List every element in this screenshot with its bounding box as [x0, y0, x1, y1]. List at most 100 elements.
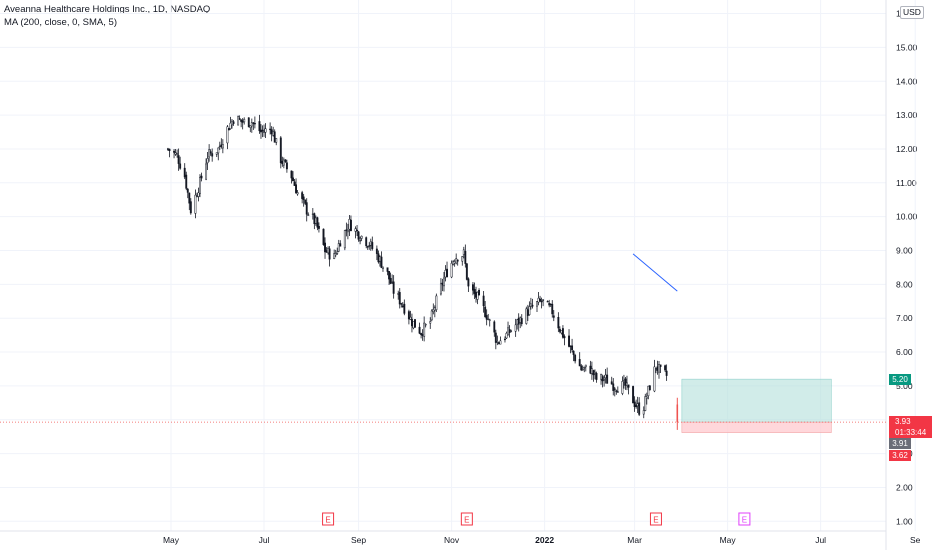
- candle-body: [531, 304, 534, 307]
- y-tick-label: 9.00: [896, 246, 913, 256]
- candle-body: [217, 147, 220, 154]
- candle-body: [581, 369, 584, 371]
- y-tick-label: 10.00: [896, 212, 918, 222]
- candle-body: [507, 327, 509, 336]
- candle-body: [595, 373, 598, 380]
- candle-body: [325, 250, 328, 253]
- candle-body: [186, 188, 189, 193]
- candle-body: [622, 379, 625, 383]
- candle-body: [380, 256, 383, 268]
- candle-body: [645, 396, 648, 399]
- candle-body: [411, 318, 413, 327]
- candle-body: [430, 310, 433, 321]
- candle-body: [485, 315, 488, 320]
- candle-body: [526, 309, 529, 316]
- earnings-marker-label: E: [653, 516, 658, 525]
- candle-body: [563, 336, 566, 339]
- earnings-marker-label: E: [464, 516, 469, 525]
- candle-body: [241, 120, 244, 123]
- candle-body: [664, 365, 667, 371]
- currency-button[interactable]: USD: [900, 6, 924, 19]
- candle-body: [548, 303, 551, 306]
- candle-body: [346, 229, 349, 233]
- candle-body: [167, 148, 169, 150]
- prev-price-tag: 3.91: [889, 438, 911, 449]
- candle-body: [194, 194, 197, 214]
- candle-body: [601, 376, 604, 382]
- candle-body: [633, 401, 636, 407]
- last-price-tag: 3.93 01:33:44: [889, 416, 932, 438]
- candle-body: [348, 219, 351, 230]
- y-tick-label: 7.00: [896, 313, 913, 323]
- earnings-marker-icon: [322, 512, 335, 526]
- candle-body: [423, 322, 426, 337]
- x-tick-label: May: [720, 535, 737, 545]
- candle-body: [208, 149, 211, 158]
- profit-zone: [681, 378, 832, 423]
- candle-body: [260, 129, 262, 133]
- candle-body: [324, 242, 326, 253]
- candle-body: [357, 231, 360, 240]
- candle-body: [177, 155, 180, 164]
- candle-body: [292, 177, 294, 182]
- y-tick-label: 5.00: [896, 381, 913, 391]
- candle-body: [584, 364, 587, 368]
- candle-body: [183, 167, 186, 178]
- candle-body: [647, 385, 650, 397]
- earnings-marker-label: E: [742, 516, 747, 525]
- candle-body: [220, 144, 223, 147]
- candle-body: [307, 214, 310, 216]
- candle-body: [401, 305, 404, 307]
- candle-body: [590, 368, 593, 374]
- candle-body: [334, 253, 337, 256]
- candle-body: [301, 192, 304, 199]
- candle-body: [594, 371, 596, 374]
- y-tick-label: 6.00: [896, 347, 913, 357]
- candle-body: [391, 281, 394, 283]
- candle-body: [606, 374, 609, 384]
- candle-body: [626, 382, 628, 387]
- candle-body: [400, 303, 403, 305]
- candle-body: [188, 192, 191, 204]
- candle-body: [443, 277, 445, 287]
- symbol-title[interactable]: Aveanna Healthcare Holdings Inc., 1D, NA…: [4, 4, 211, 15]
- candle-body: [343, 230, 346, 249]
- candle-body: [549, 303, 552, 306]
- candle-body: [369, 241, 372, 246]
- x-tick-label: Sep: [351, 535, 366, 545]
- indicator-label[interactable]: MA (200, close, 0, SMA, 5): [4, 17, 117, 28]
- candle-body: [375, 248, 378, 254]
- candle-body: [250, 122, 253, 127]
- y-tick-label: 15.00: [896, 42, 918, 52]
- candle-body: [418, 326, 421, 334]
- candle-body: [539, 298, 541, 302]
- bar-countdown: 01:33:44: [895, 428, 927, 437]
- candle-body: [465, 263, 468, 280]
- candle-body: [627, 384, 630, 388]
- candle-body: [336, 251, 339, 254]
- candle-body: [475, 291, 477, 298]
- candle-body: [496, 341, 499, 343]
- candle-body: [644, 396, 647, 411]
- candle-body: [371, 242, 374, 249]
- candle-body: [211, 153, 214, 157]
- candle-body: [432, 309, 435, 313]
- candle-body: [360, 235, 363, 239]
- x-tick-label: Jul: [259, 535, 270, 545]
- candle-body: [356, 229, 359, 232]
- candle-body: [209, 151, 212, 154]
- candle-body: [218, 145, 221, 148]
- ma-200-line: [632, 253, 678, 292]
- candle-body: [478, 290, 481, 296]
- candle-body: [311, 213, 314, 215]
- y-tick-label: 1.00: [896, 516, 913, 526]
- candle-body: [487, 318, 490, 321]
- candle-body: [551, 303, 554, 315]
- candle-body: [365, 237, 368, 247]
- candle-body: [510, 330, 513, 332]
- candle-body: [226, 126, 229, 144]
- candle-body: [656, 366, 659, 371]
- candle-body: [462, 249, 465, 255]
- last-price-value: 3.93: [895, 417, 911, 426]
